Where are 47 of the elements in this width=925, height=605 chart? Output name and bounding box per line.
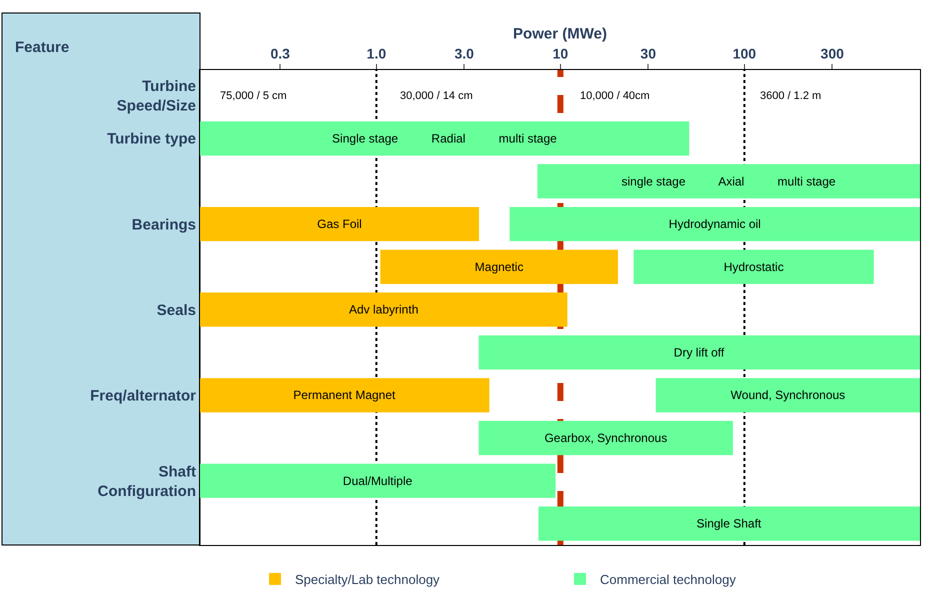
bar	[200, 121, 690, 156]
data-label: Adv labyrinth	[348, 302, 418, 317]
bar	[200, 464, 556, 498]
bar	[537, 164, 920, 198]
data-label: Hydrodynamic oil	[668, 217, 761, 232]
bar	[656, 378, 920, 412]
x-tick-label: 100	[732, 45, 756, 62]
legend-label: Specialty/Lab technology	[295, 572, 440, 588]
bar	[478, 335, 920, 370]
x-tick-label: 30	[640, 45, 656, 62]
x-axis-title: Power (MWe)	[513, 26, 607, 43]
y-tick-label: Turbine type	[107, 130, 196, 148]
annotation: 10,000 / 40cm	[580, 90, 650, 102]
data-label: Single stage Radial multi stage	[332, 131, 558, 146]
data-label: Single Shaft	[696, 516, 762, 531]
y-axis-title: Feature	[15, 39, 70, 56]
bar	[478, 420, 733, 456]
y-tick-label: Freq/alternator	[90, 387, 196, 404]
data-label: Hydrostatic	[724, 260, 784, 274]
x-tick-label: 300	[820, 45, 844, 62]
x-tick-label: 3.0	[454, 45, 474, 62]
data-label: Gearbox, Synchronous	[544, 431, 668, 446]
data-label: Dual/Multiple	[342, 474, 413, 488]
data-label: single stage Axial multi stage	[621, 174, 836, 188]
y-tick-label: Shaft Configuration	[98, 463, 196, 500]
x-tick-label: 0.3	[270, 45, 290, 62]
annotation: 75,000 / 5 cm	[220, 90, 287, 102]
y-tick-label: Bearings	[132, 216, 196, 234]
data-label: Permanent Magnet	[293, 388, 396, 402]
x-tick-label: 1.0	[366, 45, 386, 62]
legend-label: Commercial technology	[600, 572, 736, 588]
data-label: Dry lift off	[674, 345, 725, 360]
bar	[510, 206, 920, 242]
x-tick-label: 10	[552, 45, 568, 62]
data-label: Magnetic	[474, 260, 524, 274]
bar	[634, 250, 874, 284]
y-tick-label: Seals	[156, 302, 196, 319]
annotation: 30,000 / 14 cm	[400, 90, 473, 102]
data-label: Gas Foil	[317, 217, 362, 232]
bar	[200, 206, 479, 242]
bar	[380, 250, 618, 284]
y-tick-label: Turbine Speed/Size	[116, 78, 196, 115]
annotation: 3600 / 1.2 m	[760, 90, 822, 102]
bar	[538, 506, 920, 541]
bar	[200, 378, 490, 412]
data-label: Wound, Synchronous	[730, 388, 846, 402]
bar	[200, 292, 568, 327]
